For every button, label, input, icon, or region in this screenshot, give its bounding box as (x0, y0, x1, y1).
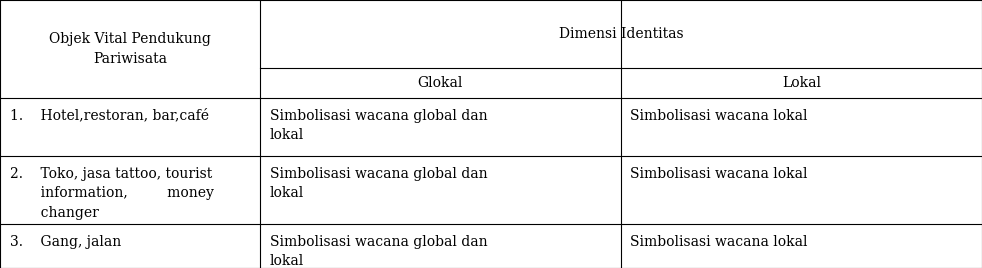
Text: Glokal: Glokal (417, 76, 464, 90)
Text: Simbolisasi wacana lokal: Simbolisasi wacana lokal (630, 235, 808, 249)
Text: 1.    Hotel,restoran, bar,café: 1. Hotel,restoran, bar,café (10, 109, 209, 123)
Text: Simbolisasi wacana global dan
lokal: Simbolisasi wacana global dan lokal (270, 109, 488, 142)
Text: Simbolisasi wacana lokal: Simbolisasi wacana lokal (630, 109, 808, 123)
Text: Lokal: Lokal (782, 76, 821, 90)
Text: Simbolisasi wacana lokal: Simbolisasi wacana lokal (630, 167, 808, 181)
Text: Simbolisasi wacana global dan
lokal: Simbolisasi wacana global dan lokal (270, 167, 488, 200)
Text: Objek Vital Pendukung
Pariwisata: Objek Vital Pendukung Pariwisata (49, 32, 211, 66)
Text: Simbolisasi wacana global dan
lokal: Simbolisasi wacana global dan lokal (270, 235, 488, 268)
Text: Dimensi Identitas: Dimensi Identitas (559, 27, 683, 41)
Text: 2.    Toko, jasa tattoo, tourist
       information,         money
       change: 2. Toko, jasa tattoo, tourist informatio… (10, 167, 214, 220)
Text: 3.    Gang, jalan: 3. Gang, jalan (10, 235, 121, 249)
